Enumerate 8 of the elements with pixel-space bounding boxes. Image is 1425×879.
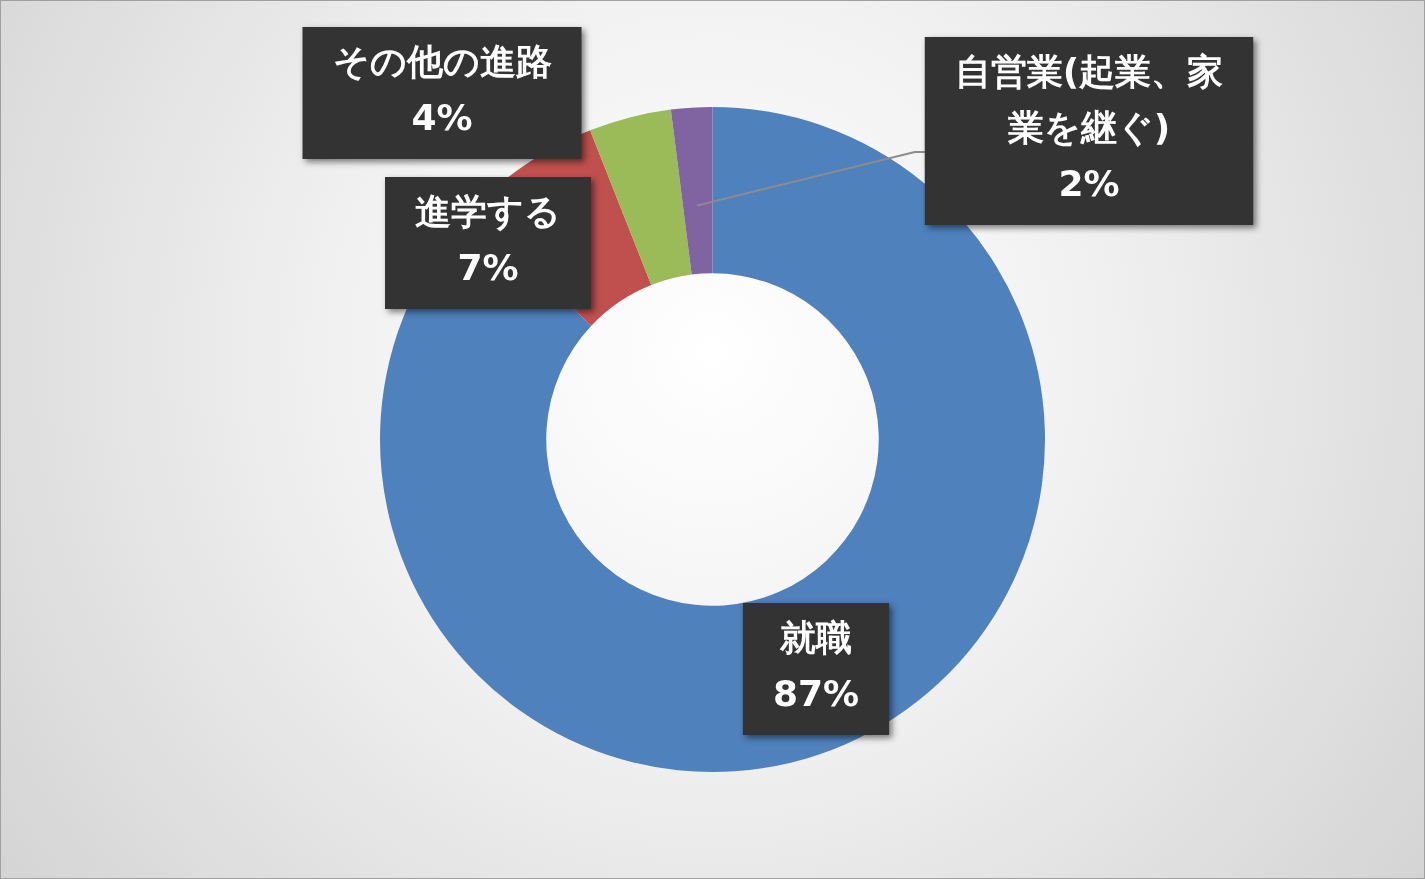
data-label: 2% (1058, 163, 1120, 205)
data-label: 7% (457, 247, 519, 289)
slice-label: 自営業(起業、家業を継ぐ) (954, 51, 1224, 149)
slice-label: 就職 (779, 617, 852, 659)
slice-label: 進学する (415, 191, 561, 233)
data-label: 87% (772, 673, 860, 715)
data-label: 4% (411, 97, 473, 139)
slice-label: その他の進路 (332, 41, 552, 83)
